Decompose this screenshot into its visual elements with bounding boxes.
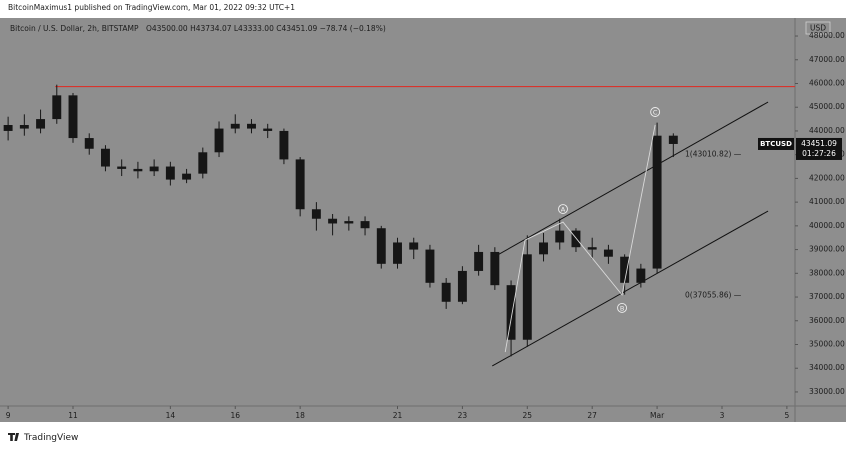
x-tick-label: Mar	[650, 411, 665, 420]
candle-body	[100, 148, 110, 167]
candle-body	[279, 130, 289, 160]
candle-body	[393, 242, 402, 264]
symbol-tag	[758, 137, 794, 150]
x-tick-label: 5	[784, 411, 789, 420]
candle-body	[441, 282, 451, 302]
candle-body	[474, 251, 484, 271]
chart-panel	[0, 18, 846, 422]
channel-line	[492, 101, 769, 259]
x-tick-label: 3	[720, 411, 725, 420]
candle-body	[182, 173, 192, 180]
candle-body	[19, 125, 29, 129]
tv-logo	[8, 433, 19, 441]
candle-body	[522, 254, 532, 340]
y-tick-label: 39000.00	[809, 245, 845, 254]
fib-level-label: 0(37055.86) —	[685, 291, 742, 300]
y-tick-label: 37000.00	[809, 292, 845, 301]
x-tick-label: 11	[68, 411, 78, 420]
candle-body	[214, 128, 224, 153]
x-tick-label: 9	[6, 411, 11, 420]
y-tick-label: 47000.00	[809, 55, 845, 64]
y-tick-label: 36000.00	[809, 316, 845, 325]
x-tick-label: 16	[230, 411, 240, 420]
y-tick-label: 48000.00	[809, 31, 845, 40]
candle-body	[360, 221, 370, 229]
fib-level-label: 1(43010.82) —	[685, 149, 742, 158]
candle-body	[587, 247, 597, 250]
y-tick-label: 38000.00	[809, 268, 845, 277]
publish-credit: BitcoinMaximus1 published on TradingView…	[8, 3, 295, 12]
y-tick-label: 33000.00	[809, 387, 845, 396]
candle-body	[425, 249, 435, 283]
symbol-tag-label: BTCUSD	[760, 140, 792, 148]
candle-body	[571, 230, 581, 248]
candle-body	[68, 95, 78, 139]
y-tick-label: 44000.00	[809, 126, 845, 135]
candle-body	[3, 125, 13, 131]
candle-body	[117, 166, 127, 169]
candle-body	[344, 221, 354, 224]
x-tick-label: 27	[587, 411, 597, 420]
y-tick-label: 46000.00	[809, 78, 845, 87]
wave-marker	[617, 302, 627, 313]
candle-body	[263, 128, 273, 131]
symbol-title: Bitcoin / U.S. Dollar, 2h, BITSTAMP	[10, 24, 139, 33]
x-tick-label: 21	[393, 411, 403, 420]
candle-body	[409, 242, 419, 250]
y-tick-label: 42000.00	[809, 173, 845, 182]
ohlc-legend: O43500.00 H43734.07 L43333.00 C43451.09 …	[146, 24, 386, 33]
x-tick-label: 25	[523, 411, 533, 420]
candle-body	[555, 230, 565, 243]
candle-body	[149, 166, 159, 172]
candle-body	[52, 95, 62, 120]
footer-brand: TradingView	[23, 433, 78, 443]
y-tick-label: 45000.00	[809, 102, 845, 111]
candle-body	[636, 268, 646, 283]
x-tick-label: 23	[458, 411, 468, 420]
candle-body	[457, 270, 467, 302]
y-tick-label: 40000.00	[809, 221, 845, 230]
currency-label[interactable]: USD	[810, 24, 826, 33]
candle-body	[668, 135, 678, 144]
candle-body	[311, 209, 321, 219]
candle-body	[295, 159, 305, 210]
candle-body	[247, 123, 256, 129]
candle-body	[133, 168, 143, 172]
y-tick-label: 41000.00	[809, 197, 845, 206]
price-tag-label: 43451.09	[801, 139, 837, 148]
candle-body	[506, 285, 516, 340]
candle-body	[620, 256, 630, 283]
wave-marker	[558, 204, 568, 215]
candle-body	[198, 152, 208, 174]
candle-body	[652, 135, 662, 269]
candle-body	[36, 119, 46, 129]
countdown-label: 01:27:26	[802, 149, 836, 158]
wave-label: C	[653, 109, 658, 117]
wave-marker	[650, 107, 661, 117]
candle-body	[376, 228, 386, 264]
y-tick-label: 34000.00	[809, 363, 845, 372]
wave-path	[504, 124, 656, 353]
wave-label: B	[620, 304, 624, 312]
channel-line	[492, 210, 769, 367]
wave-label: A	[561, 206, 566, 214]
candle-body	[230, 123, 240, 129]
candle-body	[328, 218, 338, 224]
candle-body	[490, 251, 500, 286]
x-tick-label: 18	[295, 411, 305, 420]
candle-body	[84, 138, 94, 149]
currency-box[interactable]	[805, 21, 831, 35]
y-tick-label: 35000.00	[809, 339, 845, 348]
candle-body	[165, 166, 175, 180]
candle-body	[539, 242, 548, 255]
x-tick-label: 14	[166, 411, 176, 420]
candle-body	[603, 249, 613, 257]
price-tag	[796, 137, 842, 160]
